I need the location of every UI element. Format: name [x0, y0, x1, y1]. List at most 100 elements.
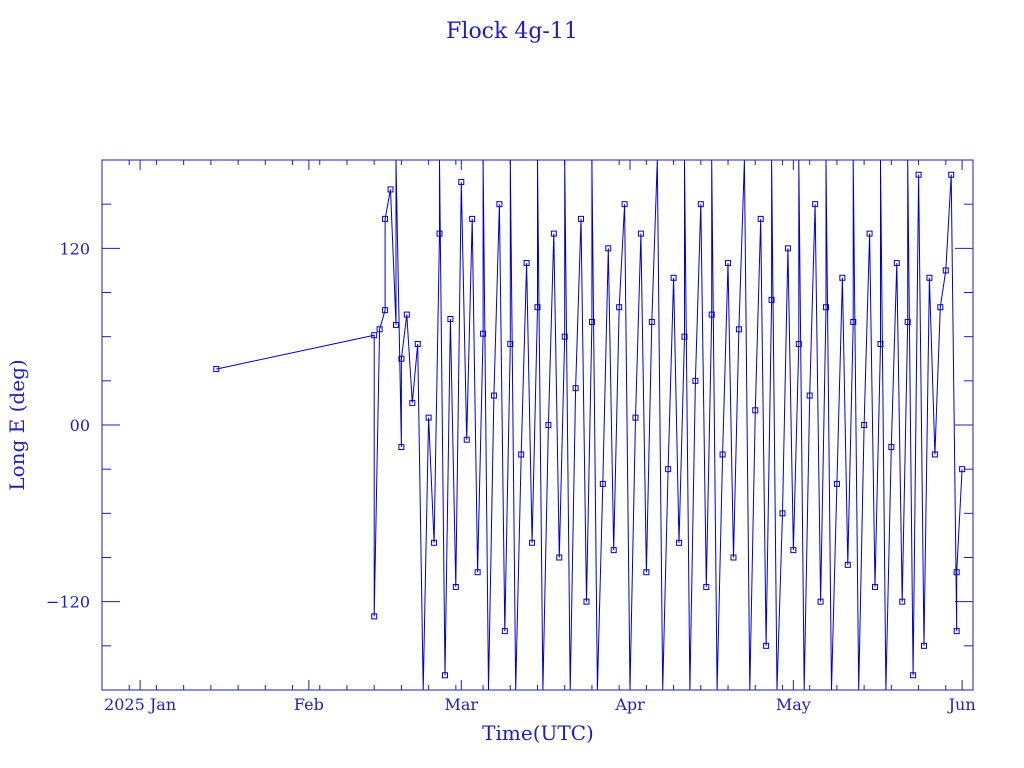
data-point — [893, 260, 900, 267]
data-point — [719, 451, 726, 458]
data-point — [382, 215, 389, 222]
data-point — [578, 215, 585, 222]
x-tick-label: Mar — [444, 695, 478, 714]
data-point — [844, 561, 851, 568]
data-point — [806, 392, 813, 399]
data-point — [730, 554, 737, 561]
data-point — [823, 304, 830, 311]
data-point — [779, 510, 786, 517]
data-point — [213, 366, 220, 373]
data-point — [545, 422, 552, 428]
data-point — [817, 598, 824, 605]
data-point — [599, 480, 606, 487]
data-point — [523, 260, 530, 267]
data-point — [763, 642, 770, 649]
data-point — [866, 230, 873, 237]
data-point — [937, 304, 944, 311]
data-point — [768, 296, 775, 303]
data-point — [839, 274, 846, 281]
data-point — [861, 422, 868, 428]
series-line — [216, 159, 963, 691]
data-point — [953, 628, 960, 635]
data-point — [833, 480, 840, 487]
data-point — [910, 672, 917, 679]
x-tick-label: Feb — [294, 695, 324, 714]
data-point — [703, 583, 710, 590]
chart-title: Flock 4g-11 — [446, 19, 578, 44]
data-point — [757, 215, 764, 222]
data-point — [480, 330, 487, 337]
data-point — [588, 318, 595, 325]
data-point — [904, 318, 911, 325]
data-point — [425, 414, 432, 421]
data-point — [643, 569, 650, 576]
data-point — [676, 539, 683, 546]
data-point — [501, 628, 508, 635]
data-point — [387, 186, 394, 193]
plot-area — [213, 159, 966, 691]
data-point — [452, 583, 459, 590]
data-point — [376, 326, 383, 333]
data-point — [708, 311, 715, 318]
data-point — [398, 355, 405, 362]
data-point — [926, 274, 933, 281]
data-point — [735, 326, 742, 333]
data-point — [850, 318, 857, 325]
data-point — [583, 598, 590, 605]
data-point — [392, 321, 399, 328]
data-point — [496, 201, 503, 208]
data-point — [888, 444, 895, 451]
data-point — [529, 539, 536, 546]
data-point — [474, 569, 481, 576]
data-point — [518, 451, 525, 458]
data-point — [931, 451, 938, 458]
data-point — [382, 307, 389, 314]
data-point — [725, 260, 732, 267]
data-point — [561, 333, 568, 340]
data-point — [681, 333, 688, 340]
data-point — [915, 171, 922, 178]
x-tick-label: Jun — [947, 695, 976, 714]
data-point — [648, 318, 655, 325]
x-axis-title: Time(UTC) — [482, 721, 594, 745]
data-point — [371, 332, 378, 339]
data-point — [921, 642, 928, 649]
data-point — [458, 179, 465, 186]
data-point — [899, 598, 906, 605]
data-point — [697, 201, 704, 208]
data-point — [507, 341, 514, 348]
data-point — [953, 569, 960, 576]
data-point — [403, 311, 410, 318]
data-point — [877, 341, 884, 348]
data-point — [469, 215, 476, 222]
data-point — [790, 547, 797, 554]
y-axis-title: Long E (deg) — [5, 359, 29, 490]
data-point — [610, 547, 617, 554]
data-point — [637, 230, 644, 237]
data-point — [872, 583, 879, 590]
data-point — [441, 672, 448, 679]
data-point — [959, 466, 966, 473]
data-point — [550, 230, 557, 237]
data-point — [784, 245, 791, 252]
data-point — [621, 201, 628, 208]
data-point — [948, 171, 955, 178]
data-point — [534, 304, 541, 311]
data-point — [572, 385, 579, 392]
data-point — [463, 436, 470, 443]
data-point — [431, 539, 438, 546]
x-tick-label: Apr — [614, 695, 645, 714]
y-tick-label: −120 — [46, 593, 90, 612]
data-point — [670, 274, 677, 281]
plot-frame — [101, 159, 974, 691]
data-point — [752, 407, 759, 414]
data-point — [414, 341, 421, 348]
data-point — [812, 201, 819, 208]
data-point — [692, 377, 699, 384]
data-point — [556, 554, 563, 561]
y-axis-labels: 120 00 −120 — [46, 239, 90, 611]
data-point — [490, 392, 497, 399]
data-point — [447, 316, 454, 322]
data-point — [665, 466, 672, 473]
